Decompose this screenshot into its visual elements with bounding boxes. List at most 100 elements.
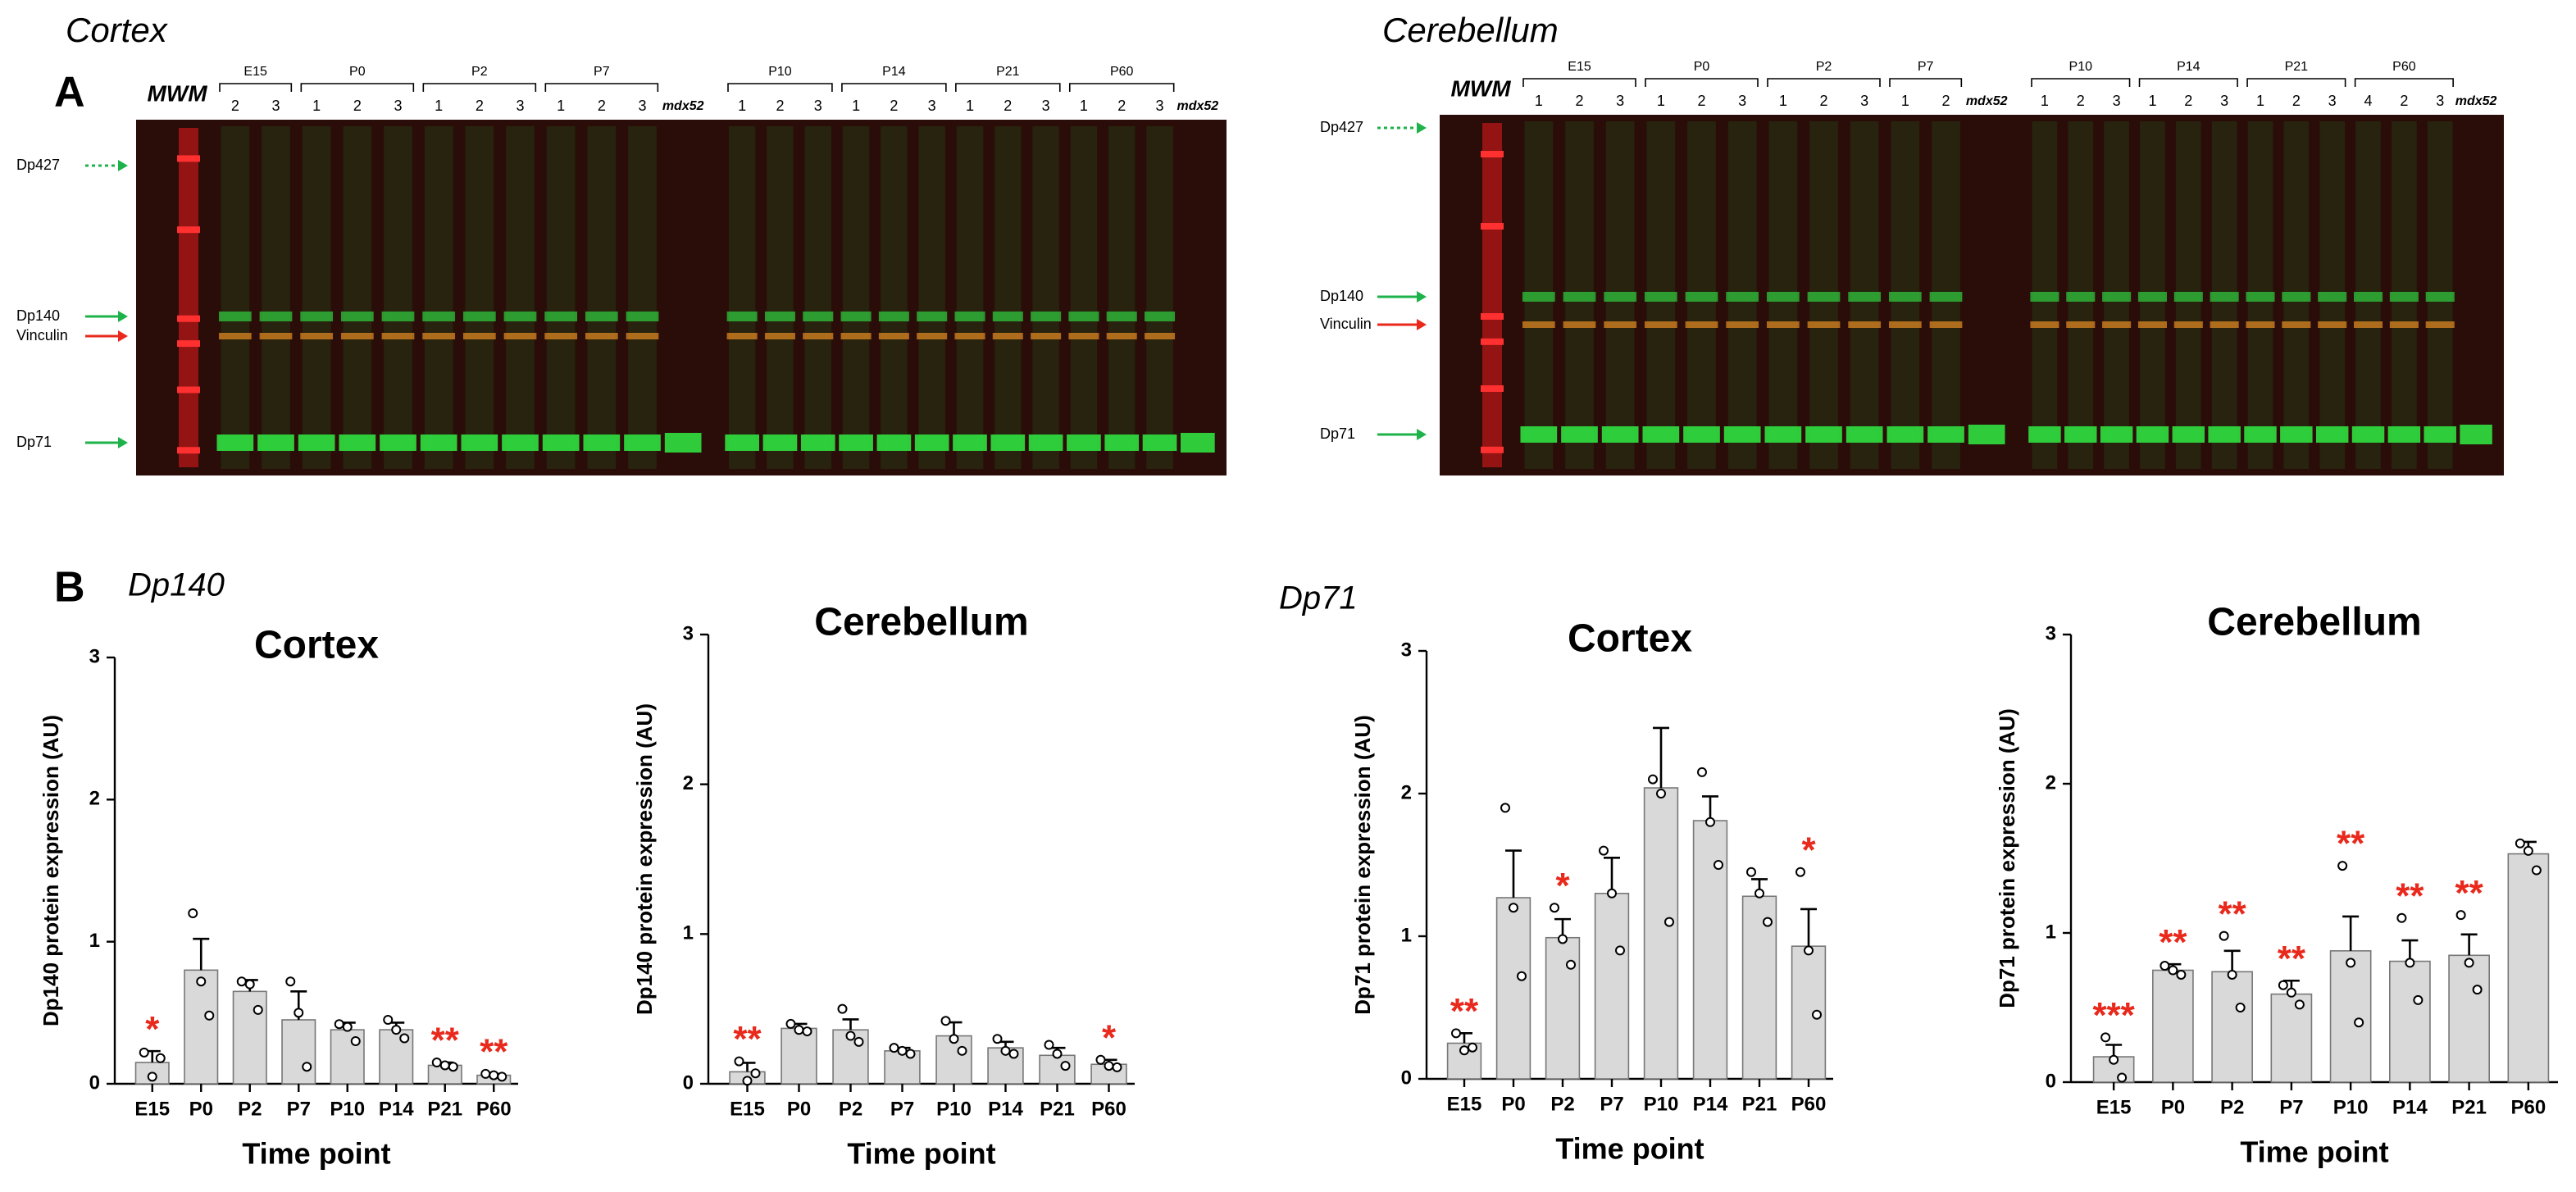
lane-label: 3 [271,98,280,114]
band-label: Vinculin [1320,316,1372,332]
data-point [302,1062,312,1072]
data-point [139,1047,149,1058]
bar [2329,950,2372,1083]
error-bar [1702,795,1718,821]
lane-label: 3 [2113,93,2121,109]
band [2354,321,2383,328]
data-point [1459,1045,1469,1056]
lane-label: 1 [1657,93,1665,109]
data-point [1000,1045,1011,1056]
band [1142,434,1177,451]
band [2282,292,2311,302]
data-point [383,1015,394,1025]
data-point [1104,1061,1114,1071]
data-point [285,976,296,987]
lane-label: 1 [435,98,443,114]
data-point [750,1068,761,1079]
group-bracket [300,83,415,92]
significance-label: * [1102,1017,1117,1058]
data-point [889,1043,899,1053]
group-label: P14 [2177,60,2201,74]
data-point [2176,969,2187,980]
band [1807,321,1841,328]
group-bracket [1522,78,1636,87]
band [725,434,759,451]
group-bracket [955,83,1061,92]
band [218,333,252,339]
y-tick-label: 1 [1401,924,1412,946]
data-point [1095,1054,1106,1065]
band [917,312,948,321]
error-bar [2223,949,2241,972]
band [2210,292,2239,302]
data-point [2515,838,2525,849]
band [1766,321,1800,328]
lane-smear [384,126,412,469]
data-point [1550,903,1559,913]
band [2387,426,2421,443]
marker-band [1481,385,1504,392]
data-point [1500,803,1510,813]
bar [2507,853,2550,1083]
x-tick-label: P0 [787,1098,811,1120]
marker-band [177,155,200,162]
significance-label: ** [2337,824,2365,864]
band [876,434,912,451]
y-axis-label: Dp71 protein expression (AU) [1995,708,2019,1008]
band [953,434,987,451]
band [2102,292,2132,302]
data-point [2168,965,2178,976]
x-tick-label: P7 [287,1098,311,1120]
data-point [2337,861,2348,871]
band [1563,292,1596,302]
band-arrowhead [118,330,128,342]
data-point [2346,958,2356,968]
band [2354,292,2383,302]
data-point [845,1030,856,1041]
significance-label: ** [2159,922,2187,962]
band-label: Vinculin [16,327,68,343]
band [340,312,374,321]
lane-smear [1146,126,1173,469]
band [992,333,1023,339]
data-point [204,1010,215,1021]
data-point [399,1033,410,1044]
band [339,434,376,451]
data-point [155,1053,166,1063]
x-tick-label: P60 [1091,1098,1126,1120]
group-label: P21 [996,65,1020,79]
data-point [1044,1040,1054,1050]
band [726,333,758,339]
lane-label: 1 [1535,93,1543,109]
band [2244,426,2277,443]
lane-smear [343,126,372,469]
band [1031,333,1062,339]
data-point [2278,980,2288,990]
data-point [1566,959,1576,970]
band [1106,333,1137,339]
band [380,434,416,451]
group-label: E15 [243,65,267,79]
band [990,434,1026,451]
y-tick-label: 3 [89,645,100,667]
significance-label: ** [733,1019,762,1059]
bar [1594,893,1630,1080]
band [1067,434,1101,451]
error-bar [1505,849,1522,899]
data-point [2523,845,2533,856]
data-point [1052,1049,1063,1059]
band [1145,333,1176,339]
lane-smear [1032,126,1059,469]
band [420,434,457,451]
data-point [1060,1061,1071,1071]
group-bracket [2246,78,2346,87]
lane-label: 3 [1616,93,1624,109]
lane-label: 1 [738,98,746,114]
band [1522,292,1555,302]
lane-label: 3 [928,98,936,114]
band-arrowhead [118,311,128,322]
band [585,312,618,321]
band [840,312,872,321]
band [1886,426,1924,443]
bar [1643,787,1679,1080]
